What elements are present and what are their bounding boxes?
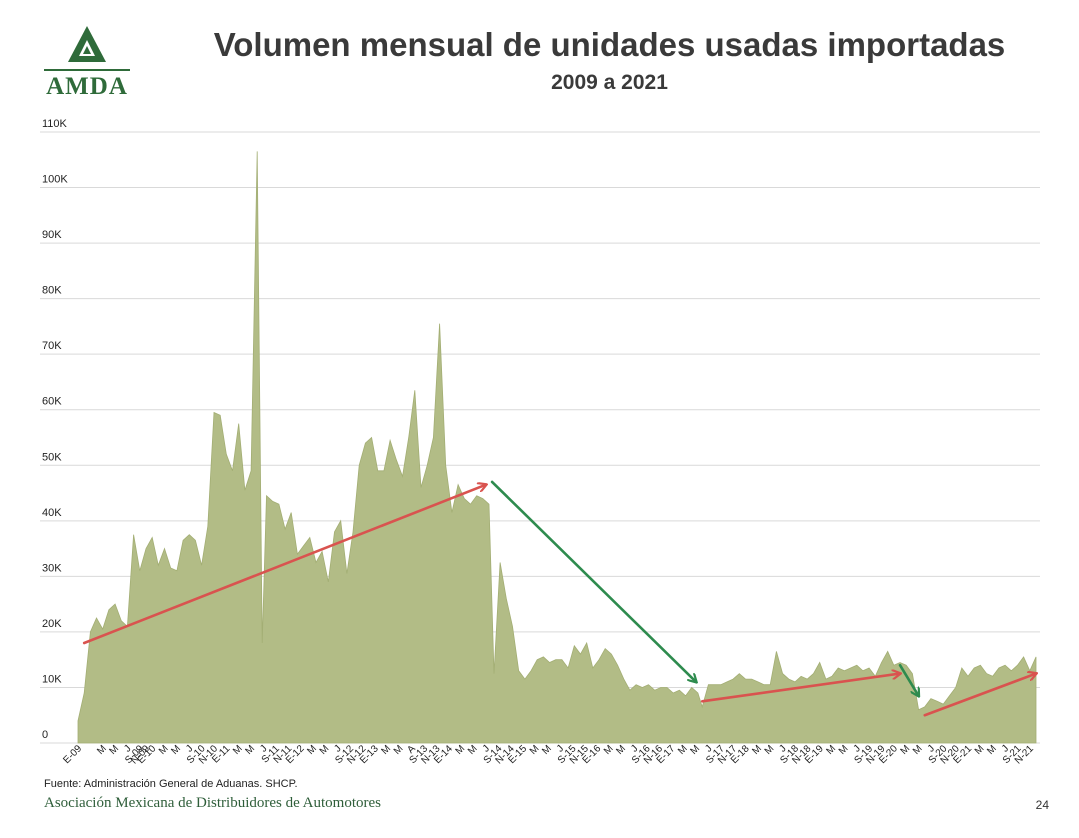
x-tick-label: J [703, 743, 714, 754]
x-tick-label: J [1000, 743, 1011, 754]
x-tick-label: M [528, 743, 542, 757]
trend-arrow-red [923, 674, 1036, 717]
x-tick-label: M [602, 743, 616, 757]
x-tick-label: M [540, 743, 554, 757]
x-tick-label: M [911, 743, 925, 757]
x-tick-label: J [555, 743, 566, 754]
x-tick-label: J [122, 743, 133, 754]
x-tick-label: M [454, 743, 468, 757]
x-tick-label: M [837, 743, 851, 757]
x-tick-label: J [258, 743, 269, 754]
x-tick-label: M [379, 743, 393, 757]
x-tick-label: M [95, 743, 109, 757]
y-tick-label: 30K [42, 562, 62, 574]
area-chart: 0 10K 20K 30K 40K 50K 60K 70K 80K 90K 100K 110K E-0… [40, 118, 1040, 766]
organization-name: Asociación Mexicana de Distribuidores de… [44, 795, 382, 811]
x-tick-label: M [305, 743, 319, 757]
area-series [77, 151, 1037, 744]
x-tick-label: J [926, 743, 937, 754]
x-tick-label: M [466, 743, 480, 757]
x-tick-label: M [157, 743, 171, 757]
y-tick-label: 50K [42, 451, 62, 463]
x-tick-label: J [481, 743, 492, 754]
y-tick-label: 60K [42, 396, 62, 408]
trend-arrow-red [700, 674, 900, 703]
x-tick-label: J [184, 743, 195, 754]
x-tick-label: M [763, 743, 777, 757]
x-tick-label: M [676, 743, 690, 757]
y-tick-label: 80K [42, 285, 62, 297]
amda-mountain-icon: AMDA [44, 26, 130, 100]
y-tick-label: 70K [42, 340, 62, 352]
trend-arrow-green [898, 663, 919, 696]
x-tick-label: J [777, 743, 788, 754]
amda-logo: AMDA [40, 22, 135, 100]
page-title: Volumen mensual de unidades usadas impor… [213, 26, 1006, 63]
x-tick-label: M [244, 743, 258, 757]
y-tick-label: 10K [42, 673, 62, 685]
x-tick-label: M [899, 743, 913, 757]
x-tick-label: M [750, 743, 764, 757]
x-tick-label: M [108, 743, 122, 757]
trend-arrow-red [82, 485, 486, 645]
y-tick-label: 100K [42, 174, 68, 186]
x-tick-label: M [231, 743, 245, 757]
x-tick-label: M [392, 743, 406, 757]
trend-arrows [82, 480, 1036, 717]
y-tick-label: 20K [42, 618, 62, 630]
x-tick-label: M [318, 743, 332, 757]
y-axis-ticks: 0 10K 20K 30K 40K 50K 60K 70K 80K 90K 100K 110K [42, 118, 68, 741]
x-tick-label: M [689, 743, 703, 757]
x-tick-label: E-09 [61, 743, 84, 766]
y-tick-label: 110K [42, 118, 68, 130]
source-note: Fuente: Administración General de Aduana… [44, 778, 298, 790]
x-tick-label: J [332, 743, 343, 754]
trend-arrow-green [490, 480, 696, 682]
logo-text: AMDA [46, 73, 128, 100]
y-tick-label: 40K [42, 507, 62, 519]
area-series-path [77, 151, 1037, 744]
x-tick-label: M [614, 743, 628, 757]
page-subtitle: 2009 a 2021 [551, 71, 668, 94]
x-tick-label: J [629, 743, 640, 754]
x-tick-label: M [973, 743, 987, 757]
x-tick-label: M [169, 743, 183, 757]
y-tick-label: 90K [42, 229, 62, 241]
x-tick-label: M [985, 743, 999, 757]
page-number: 24 [1035, 798, 1049, 812]
y-tick-label: 0 [42, 729, 48, 741]
x-tick-label: M [824, 743, 838, 757]
x-tick-label: J [852, 743, 863, 754]
